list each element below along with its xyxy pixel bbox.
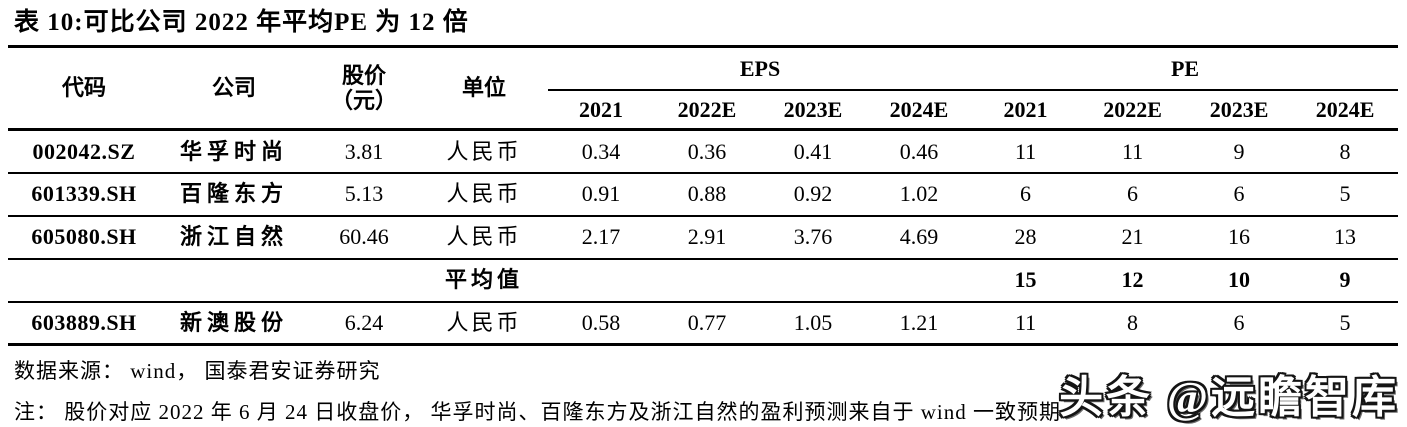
cell-eps-2023e: 1.05 — [760, 301, 866, 346]
cell-eps-2021: 0.34 — [548, 129, 654, 174]
table-row-huafu: 002042.SZ 华孚时尚 3.81 人民币 0.34 0.36 0.41 0… — [8, 129, 1399, 174]
cell-empty — [8, 258, 160, 303]
cell-pe-2022e: 11 — [1079, 129, 1187, 174]
cell-eps-2024e: 4.69 — [866, 215, 973, 260]
cell-pe-2023e: 9 — [1186, 129, 1293, 174]
cell-avg-pe-2023e: 10 — [1186, 258, 1293, 303]
cell-empty — [308, 258, 420, 303]
cell-unit: 人民币 — [420, 301, 548, 346]
cell-pe-2023e: 6 — [1186, 301, 1293, 346]
cell-avg-pe-2022e: 12 — [1079, 258, 1187, 303]
cell-eps-2021: 2.17 — [548, 215, 654, 260]
col-header-eps-2023e: 2023E — [760, 89, 866, 131]
cell-pe-2021: 6 — [972, 172, 1080, 217]
note-text: 注： 股价对应 2022 年 6 月 24 日收盘价， 华孚时尚、百隆东方及浙江… — [14, 400, 1061, 424]
col-group-pe: PE — [972, 46, 1399, 91]
cell-eps-2021: 0.58 — [548, 301, 654, 346]
table-footer: 数据来源： wind， 国泰君安证券研究 注： 股价对应 2022 年 6 月 … — [14, 355, 1407, 426]
header-year-row: 2021 2022E 2023E 2024E 2021 2022E 2023E … — [8, 89, 1399, 131]
cell-eps-2024e: 1.02 — [866, 172, 973, 217]
cell-eps-2023e: 3.76 — [760, 215, 866, 260]
cell-eps-2024e: 0.46 — [866, 129, 973, 174]
cell-company: 新澳股份 — [160, 301, 308, 346]
watermark-text: 头条 @远瞻智库 — [1059, 373, 1399, 422]
col-header-pe-2024e: 2024E — [1292, 89, 1399, 131]
table-row-average: 平均值 15 12 10 9 — [8, 258, 1399, 303]
cell-unit: 人民币 — [420, 215, 548, 260]
cell-eps-2021: 0.91 — [548, 172, 654, 217]
cell-price: 60.46 — [308, 215, 420, 260]
cell-pe-2024e: 5 — [1292, 301, 1399, 346]
cell-pe-2023e: 16 — [1186, 215, 1293, 260]
cell-code: 601339.SH — [8, 172, 160, 217]
cell-eps-2022e: 2.91 — [654, 215, 760, 260]
cell-empty — [548, 258, 654, 303]
data-source-text: 数据来源： wind， 国泰君安证券研究 — [14, 359, 381, 383]
cell-pe-2022e: 8 — [1079, 301, 1187, 346]
col-header-pe-2021: 2021 — [972, 89, 1080, 131]
table-title: 表 10:可比公司 2022 年平均PE 为 12 倍 — [14, 9, 469, 36]
table-row-bailong: 601339.SH 百隆东方 5.13 人民币 0.91 0.88 0.92 1… — [8, 172, 1399, 217]
cell-price: 3.81 — [308, 129, 420, 174]
cell-pe-2024e: 13 — [1292, 215, 1399, 260]
cell-pe-2022e: 21 — [1079, 215, 1187, 260]
cell-company: 百隆东方 — [160, 172, 308, 217]
cell-pe-2021: 11 — [972, 301, 1080, 346]
cell-pe-2021: 28 — [972, 215, 1080, 260]
cell-unit: 人民币 — [420, 172, 548, 217]
col-header-price: 股价 （元） — [308, 46, 420, 131]
col-header-company: 公司 — [160, 46, 308, 131]
cell-empty — [760, 258, 866, 303]
col-group-eps: EPS — [548, 46, 973, 91]
cell-eps-2022e: 0.36 — [654, 129, 760, 174]
cell-code: 603889.SH — [8, 301, 160, 346]
col-header-code: 代码 — [8, 46, 160, 131]
cell-pe-2023e: 6 — [1186, 172, 1293, 217]
price-header-line1: 股价 — [341, 62, 386, 88]
cell-avg-pe-2021: 15 — [972, 258, 1080, 303]
cell-eps-2024e: 1.21 — [866, 301, 973, 346]
cell-eps-2023e: 0.41 — [760, 129, 866, 174]
col-header-pe-2022e: 2022E — [1079, 89, 1187, 131]
col-header-eps-2024e: 2024E — [866, 89, 973, 131]
price-header-line2: （元） — [330, 88, 397, 113]
cell-pe-2022e: 6 — [1079, 172, 1187, 217]
cell-price: 5.13 — [308, 172, 420, 217]
col-header-eps-2021: 2021 — [548, 89, 654, 131]
header-group-row: 代码 公司 股价 （元） 单位 EPS PE — [8, 46, 1399, 131]
cell-eps-2022e: 0.88 — [654, 172, 760, 217]
cell-pe-2024e: 8 — [1292, 129, 1399, 174]
table-row-xinao: 603889.SH 新澳股份 6.24 人民币 0.58 0.77 1.05 1… — [8, 301, 1399, 346]
cell-eps-2023e: 0.92 — [760, 172, 866, 217]
cell-price: 6.24 — [308, 301, 420, 346]
cell-code: 002042.SZ — [8, 129, 160, 174]
cell-company: 华孚时尚 — [160, 129, 308, 174]
cell-pe-2021: 11 — [972, 129, 1080, 174]
comparable-companies-table: 代码 公司 股价 （元） 单位 EPS PE 2021 2022E 2023E … — [8, 45, 1399, 346]
cell-unit: 人民币 — [420, 129, 548, 174]
cell-empty — [654, 258, 760, 303]
table-row-zhejiang: 605080.SH 浙江自然 60.46 人民币 2.17 2.91 3.76 … — [8, 215, 1399, 260]
col-header-eps-2022e: 2022E — [654, 89, 760, 131]
col-header-unit: 单位 — [420, 46, 548, 131]
cell-code: 605080.SH — [8, 215, 160, 260]
cell-eps-2022e: 0.77 — [654, 301, 760, 346]
cell-avg-pe-2024e: 9 — [1292, 258, 1399, 303]
cell-empty — [160, 258, 308, 303]
cell-pe-2024e: 5 — [1292, 172, 1399, 217]
cell-company: 浙江自然 — [160, 215, 308, 260]
cell-average-label: 平均值 — [420, 258, 548, 303]
col-header-pe-2023e: 2023E — [1186, 89, 1293, 131]
cell-empty — [866, 258, 973, 303]
